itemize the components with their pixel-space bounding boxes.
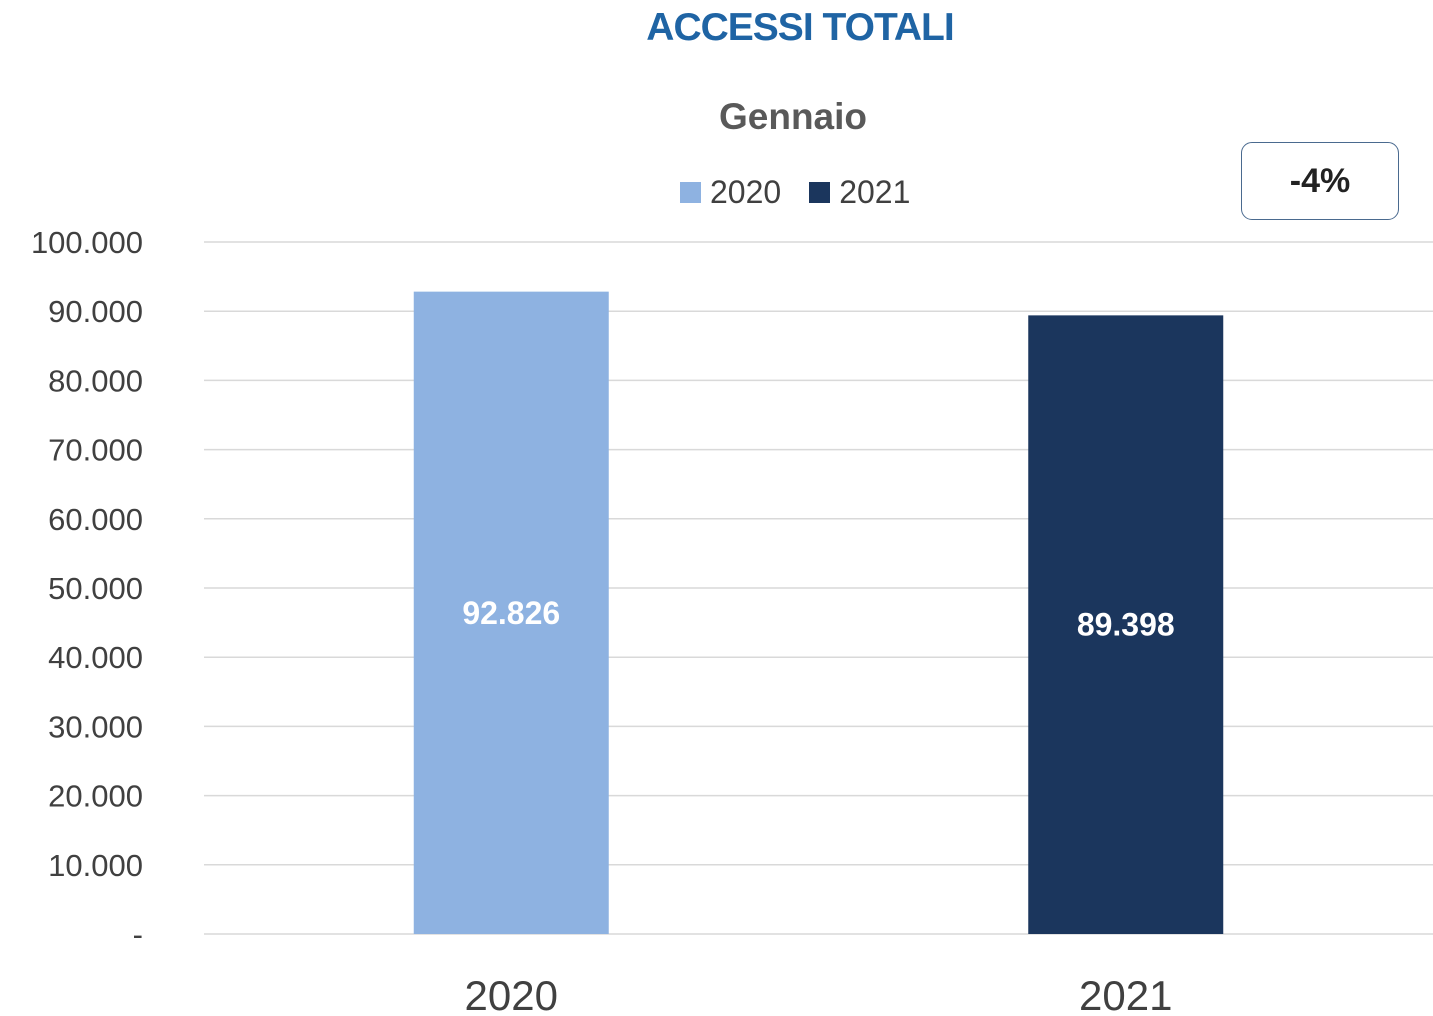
y-tick-label: 20.000 xyxy=(48,779,143,814)
y-tick-label: 50.000 xyxy=(48,571,143,606)
y-tick-label: 90.000 xyxy=(48,294,143,329)
legend-item-2021: 2021 xyxy=(809,174,910,211)
chart-legend: 2020 2021 xyxy=(680,174,938,211)
y-tick-label: - xyxy=(133,917,143,952)
bar-value-label-2021: 89.398 xyxy=(1077,607,1175,643)
y-tick-label: 80.000 xyxy=(48,363,143,398)
bar-2020 xyxy=(413,291,609,935)
y-tick-label: 40.000 xyxy=(48,640,143,675)
legend-label-2021: 2021 xyxy=(839,174,911,210)
chart-subtitle: Gennaio xyxy=(718,96,868,137)
legend-item-2020: 2020 xyxy=(680,174,781,211)
legend-swatch-2020 xyxy=(680,182,701,203)
y-tick-label: 70.000 xyxy=(48,433,143,468)
chart-title: ACCESSI TOTALI xyxy=(646,6,954,49)
bar-value-label-2020: 92.826 xyxy=(462,595,560,631)
y-tick-label: 60.000 xyxy=(48,502,143,537)
bar-2021 xyxy=(1028,315,1224,934)
change-percentage-box: -4% xyxy=(1241,142,1399,220)
y-tick-label: 10.000 xyxy=(48,848,143,883)
legend-label-2020: 2020 xyxy=(710,174,782,210)
y-tick-label: 100.000 xyxy=(31,225,143,260)
x-tick-label-2021: 2021 xyxy=(1079,972,1172,1016)
x-tick-label-2020: 2020 xyxy=(465,972,558,1016)
legend-swatch-2021 xyxy=(809,182,831,203)
y-tick-label: 30.000 xyxy=(48,709,143,744)
